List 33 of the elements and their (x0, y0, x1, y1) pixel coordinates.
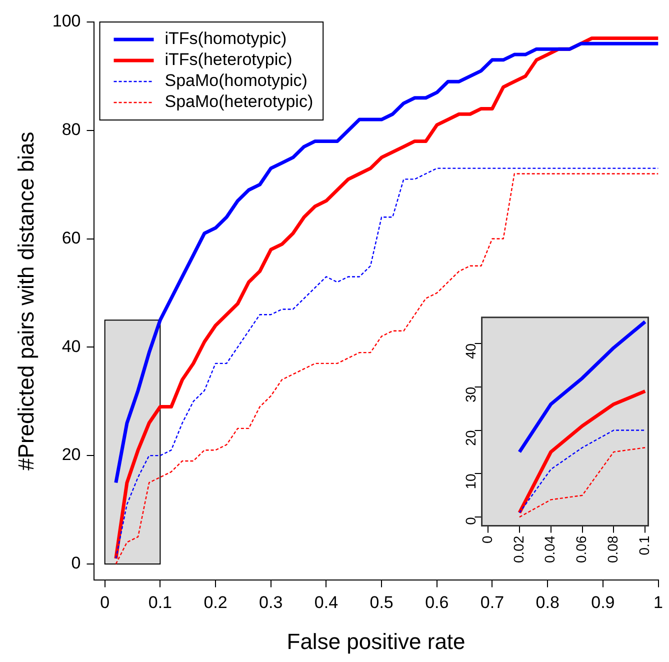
y-tick-label: 60 (62, 228, 81, 248)
legend-label: iTFs(heterotypic) (164, 50, 292, 70)
x-tick-label: 0 (478, 536, 495, 544)
y-tick-label: 10 (462, 473, 479, 490)
y-tick-label: 40 (62, 336, 81, 356)
y-tick-label: 30 (462, 386, 479, 402)
x-tick-label: 0 (100, 593, 110, 612)
x-tick-label: 0.9 (591, 593, 615, 612)
x-tick-label: 0.4 (314, 593, 338, 612)
x-tick-label: 0.5 (370, 593, 394, 612)
x-tick-label: 0.8 (536, 593, 560, 612)
x-tick-label: 0.06 (573, 536, 590, 563)
y-tick-label: 80 (62, 120, 81, 140)
y-tick-label: 0 (462, 516, 479, 525)
x-tick-label: 0.08 (604, 536, 621, 563)
y-axis-title: #Predicted pairs with distance bias (13, 132, 38, 470)
legend-label: SpaMo(homotypic) (164, 71, 308, 90)
y-tick-label: 40 (462, 343, 479, 360)
x-tick-label: 0.2 (204, 593, 228, 612)
x-tick-label: 0.1 (636, 536, 652, 556)
legend-label: SpaMo(heterotypic) (164, 92, 314, 112)
x-tick-label: 0.6 (425, 593, 449, 612)
x-tick-label: 0.1 (148, 593, 172, 612)
legend-label: iTFs(homotypic) (164, 29, 287, 48)
y-tick-label: 20 (62, 445, 81, 464)
x-tick-label: 0.04 (542, 536, 558, 563)
x-tick-label: 0.02 (510, 536, 526, 563)
x-axis-title: False positive rate (286, 628, 466, 654)
x-tick-label: 0.7 (480, 593, 504, 612)
x-tick-label: 0.3 (259, 593, 283, 612)
y-tick-label: 20 (462, 430, 479, 446)
y-tick-label: 100 (52, 12, 81, 31)
x-tick-label: 1 (654, 593, 664, 612)
